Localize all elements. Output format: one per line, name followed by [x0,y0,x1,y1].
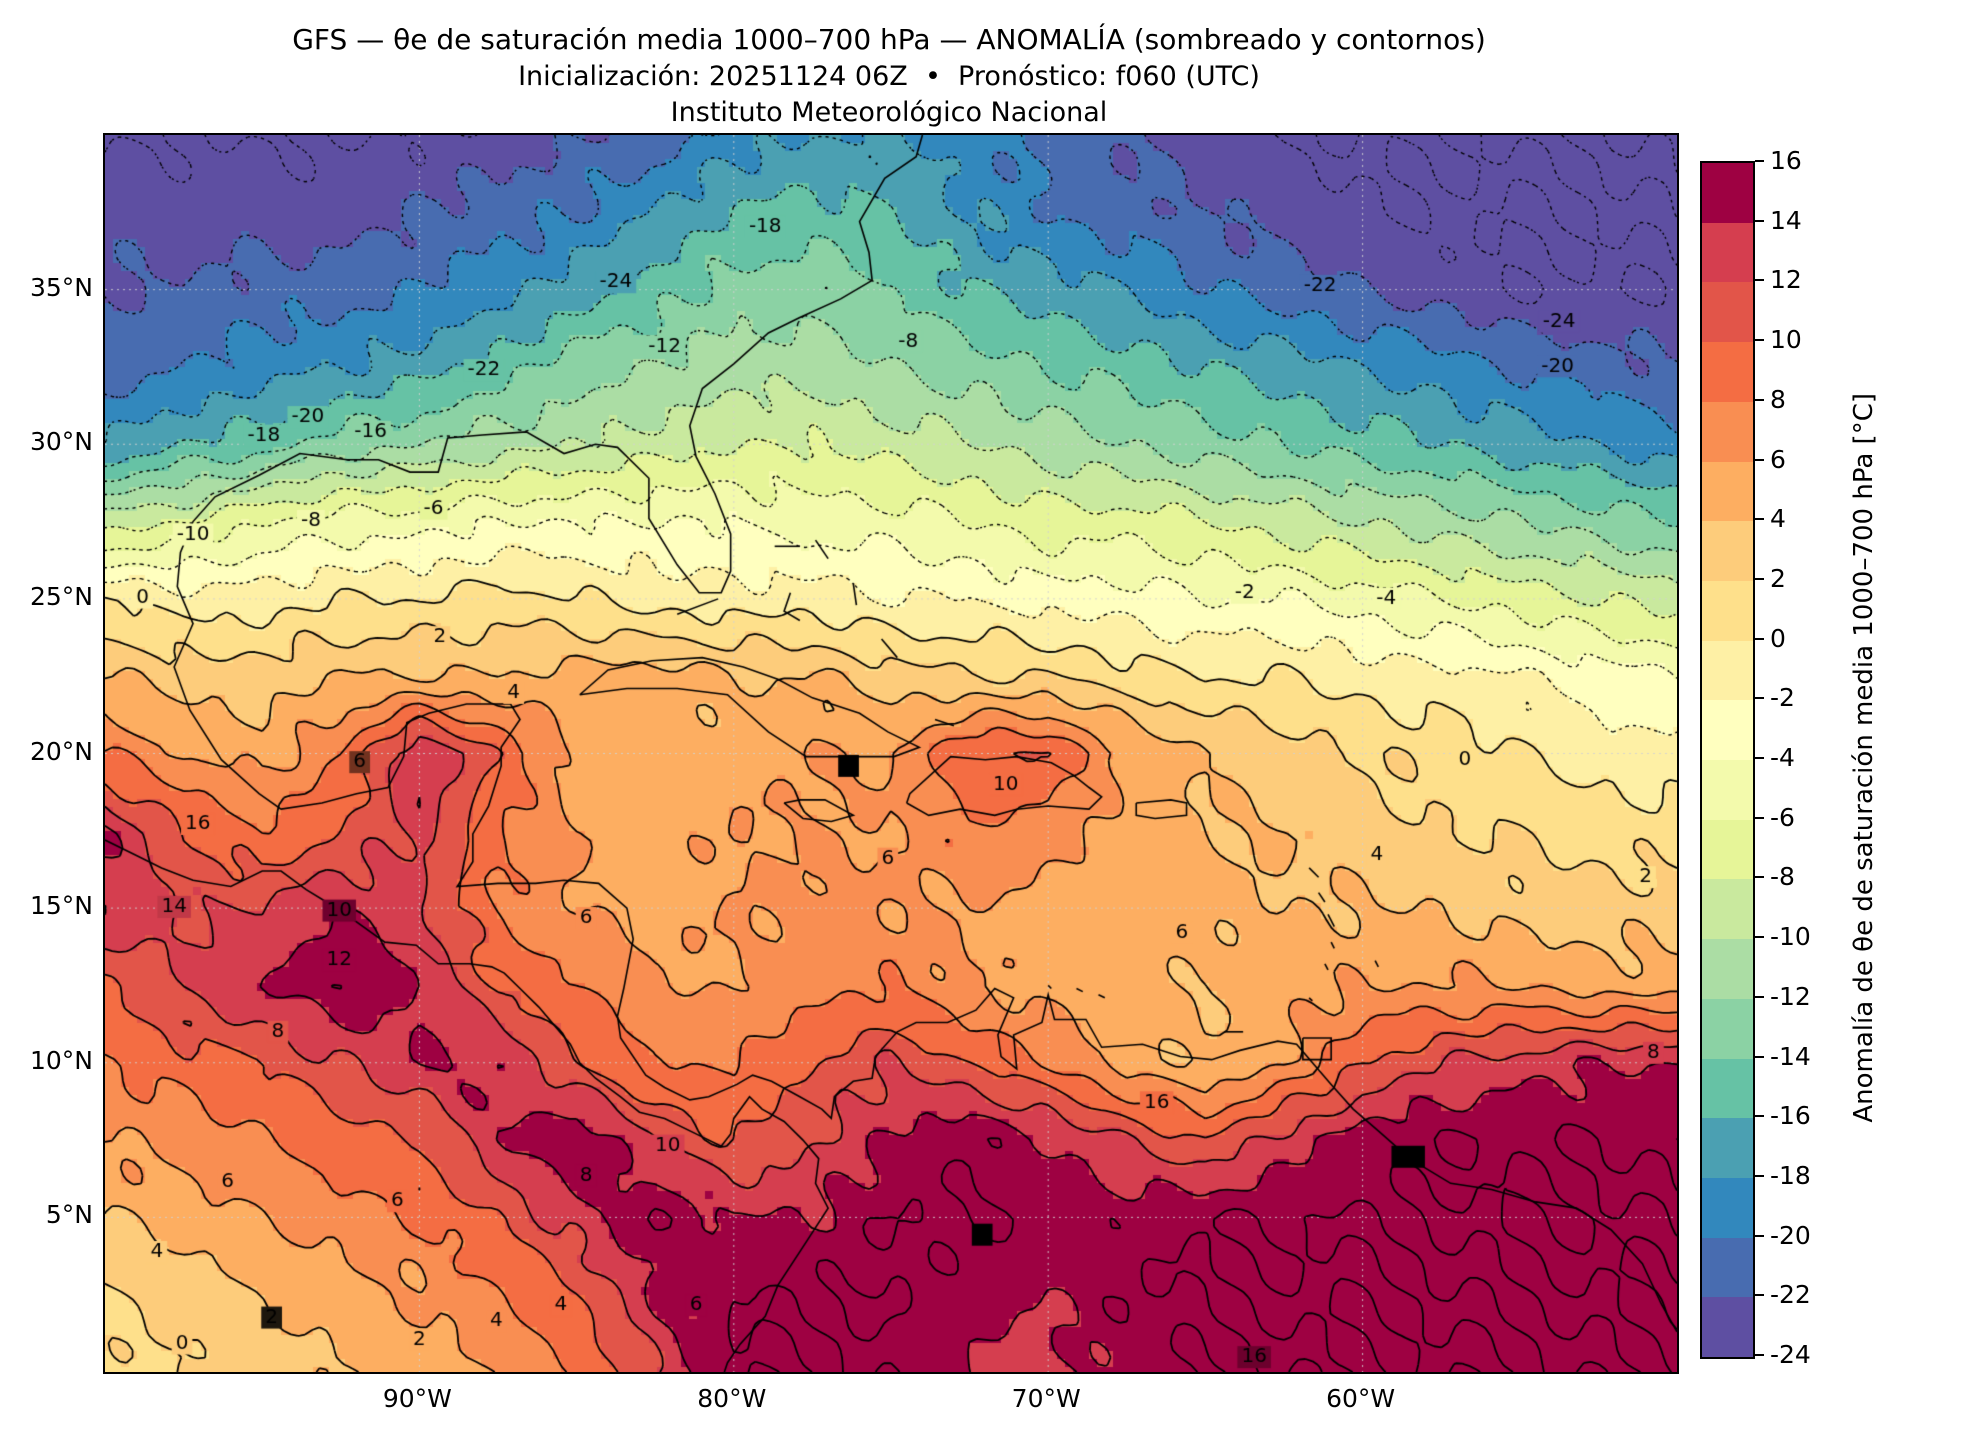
colorbar-segment [1702,163,1753,223]
colorbar-tick-label: 2 [1770,563,1786,593]
colorbar-tickmark [1755,458,1764,461]
colorbar-tick-label: -2 [1770,683,1795,713]
colorbar-tick-label: -12 [1770,981,1811,1011]
colorbar-segment [1702,998,1753,1059]
y-axis-tick-label: 20°N [29,736,93,766]
y-axis-tick-label: 25°N [29,581,93,611]
colorbar-tick-label: -16 [1770,1101,1811,1131]
x-axis-tick-label: 60°W [1326,1384,1396,1413]
x-axis-tick-label: 80°W [697,1384,767,1413]
y-axis-tick-label: 5°N [45,1200,93,1230]
colorbar-tick-label: 4 [1770,504,1786,534]
colorbar-tickmark [1755,1354,1764,1356]
colorbar-axis-label: Anomalía de θe de saturación media 1000–… [1842,161,1886,1355]
colorbar-tick-label: 12 [1770,265,1802,295]
colorbar-segment [1702,1177,1753,1238]
colorbar-tickmark [1755,816,1764,819]
colorbar-tick-label: -10 [1770,922,1811,952]
colorbar-tickmark [1755,577,1764,580]
colorbar-tick-label: 14 [1770,205,1802,235]
colorbar-tickmark [1755,1234,1764,1237]
colorbar-tickmark [1755,876,1764,879]
colorbar-segment [1702,879,1753,940]
colorbar-tickmark [1755,398,1764,401]
colorbar-tickmark [1755,1055,1764,1058]
colorbar-tick-label: 10 [1770,325,1802,355]
colorbar-segment [1702,760,1753,820]
colorbar-tick-label: 0 [1770,623,1786,653]
y-axis-tick-label: 35°N [29,272,93,302]
colorbar-tick-label: -8 [1770,862,1795,892]
colorbar-tick-label: -22 [1770,1280,1811,1310]
colorbar-tick-label: -18 [1770,1160,1811,1190]
colorbar-segment [1702,1297,1753,1358]
colorbar-tick-label: 16 [1770,146,1802,175]
colorbar [1700,161,1755,1359]
colorbar-tickmark [1755,219,1764,222]
colorbar-tick-label: -6 [1770,802,1795,832]
colorbar-segment [1702,580,1753,641]
colorbar-segment [1702,1118,1753,1178]
colorbar-tick-label: 6 [1770,444,1786,474]
x-axis-tick-label: 70°W [1011,1384,1081,1413]
y-axis-tick-label: 10°N [29,1045,93,1075]
colorbar-segment [1702,700,1753,761]
colorbar-tick-label: -20 [1770,1220,1811,1250]
colorbar-segment [1702,461,1753,522]
colorbar-segment [1702,401,1753,462]
colorbar-label-text: Anomalía de θe de saturación media 1000–… [1849,393,1879,1123]
colorbar-tickmark [1755,1115,1764,1118]
colorbar-tickmark [1755,160,1764,162]
colorbar-tick-label: -4 [1770,743,1795,772]
map-plot-area [103,133,1679,1374]
colorbar-tickmark [1755,697,1764,700]
colorbar-segment [1702,1237,1753,1298]
colorbar-segment [1702,640,1753,701]
colorbar-tickmark [1755,637,1764,640]
colorbar-tick-label: -14 [1770,1041,1811,1071]
y-axis-tick-label: 15°N [29,891,93,921]
colorbar-segment [1702,222,1753,283]
colorbar-segment [1702,1058,1753,1119]
colorbar-tickmark [1755,995,1764,998]
colorbar-segment [1702,521,1753,581]
colorbar-tick-label: 8 [1770,384,1786,414]
chart-title: GFS — θe de saturación media 1000–700 hP… [292,23,1486,56]
x-axis-tick-label: 90°W [382,1384,452,1413]
colorbar-segment [1702,819,1753,880]
institution-name: Instituto Meteorológico Nacional [670,96,1108,128]
colorbar-segment [1702,282,1753,343]
colorbar-segment [1702,939,1753,999]
colorbar-tickmark [1755,339,1764,342]
chart-subtitle: Inicialización: 20251124 06Z • Pronóstic… [518,60,1260,92]
colorbar-tickmark [1755,757,1764,759]
y-axis-tick-label: 30°N [29,427,93,457]
title-block: GFS — θe de saturación media 1000–700 hP… [103,22,1675,130]
colorbar-tickmark [1755,936,1764,939]
colorbar-tickmark [1755,518,1764,521]
anomaly-map-canvas [105,135,1677,1372]
colorbar-tick-label: -24 [1770,1340,1811,1369]
colorbar-tickmark [1755,1294,1764,1297]
colorbar-tickmark [1755,279,1764,282]
colorbar-tickmark [1755,1174,1764,1177]
colorbar-segment [1702,342,1753,402]
